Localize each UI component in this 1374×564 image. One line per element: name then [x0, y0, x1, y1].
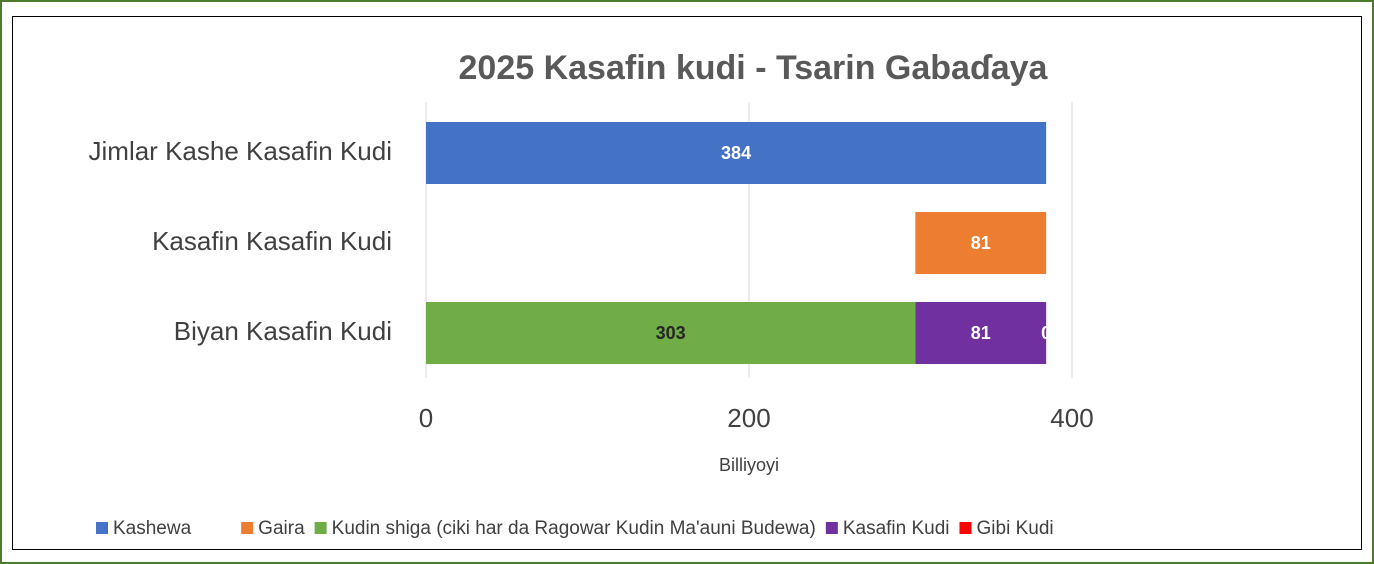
bar — [426, 122, 1047, 184]
legend-swatch — [314, 522, 327, 534]
x-tick-label: 0 — [419, 403, 433, 433]
x-axis-title: Billiyoyi — [719, 455, 779, 475]
x-tick-label: 200 — [727, 403, 770, 433]
legend-label: Kudin shiga (ciki har da Ragowar Kudin M… — [332, 518, 816, 539]
bar — [915, 302, 1047, 364]
chart-title: 2025 Kasafin kudi - Tsarin Gabaɗaya — [459, 49, 1049, 87]
legend-label: Kashewa — [113, 518, 192, 539]
legend-label: Kasafin Kudi — [843, 518, 950, 539]
legend-swatch — [825, 522, 838, 534]
y-tick-label: Biyan Kasafin Kudi — [174, 316, 392, 346]
legend-swatch — [959, 522, 972, 534]
y-tick-label: Kasafin Kasafin Kudi — [152, 226, 392, 256]
chart-frame — [12, 16, 1362, 550]
legend-label: Gaira — [258, 518, 305, 539]
data-label: 0 — [1041, 323, 1051, 343]
legend-swatch — [96, 522, 108, 534]
bar — [426, 302, 916, 364]
y-tick-label: Jimlar Kashe Kasafin Kudi — [89, 136, 392, 166]
x-tick-label: 400 — [1050, 403, 1093, 433]
data-label: 384 — [721, 143, 751, 163]
data-label: 81 — [971, 323, 991, 343]
legend-swatch — [241, 522, 254, 534]
legend-label: Gibi Kudi — [977, 518, 1054, 539]
data-label: 81 — [971, 233, 991, 253]
data-label: 303 — [656, 323, 686, 343]
bar — [915, 212, 1047, 274]
